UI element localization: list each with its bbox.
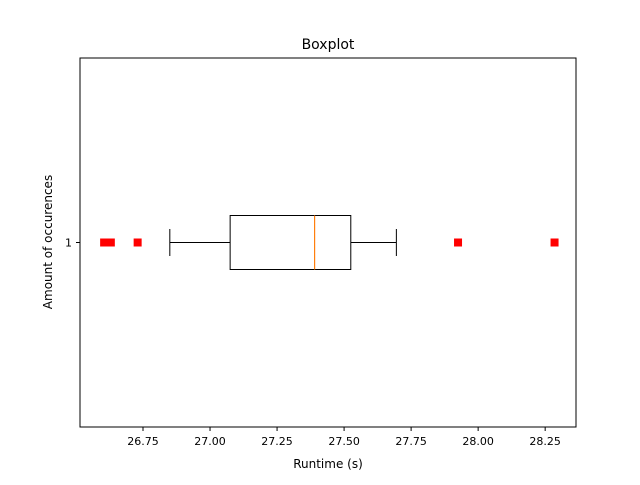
chart-title: Boxplot xyxy=(302,37,355,53)
x-tick-label: 28.00 xyxy=(462,435,494,448)
outlier-point xyxy=(550,238,559,247)
plot-frame xyxy=(79,57,577,428)
x-tick-label: 26.75 xyxy=(127,435,159,448)
x-tick-label: 28.25 xyxy=(529,435,561,448)
y-tick-label: 1 xyxy=(65,237,72,250)
x-axis-label: Runtime (s) xyxy=(293,457,363,471)
outlier-point xyxy=(133,238,142,247)
y-axis-label: Amount of occurences xyxy=(41,175,55,309)
x-tick-label: 27.75 xyxy=(395,435,427,448)
outlier-point xyxy=(102,238,111,247)
x-axis-ticks: 26.75 27.00 27.25 27.50 27.75 28.00 28.25 xyxy=(127,427,561,448)
outlier-point xyxy=(106,238,115,247)
box-group xyxy=(100,215,559,270)
x-tick-label: 27.50 xyxy=(328,435,360,448)
interquartile-box xyxy=(229,215,352,270)
outlier-point xyxy=(454,238,463,247)
plot-layer xyxy=(100,215,559,270)
x-tick-label: 27.25 xyxy=(261,435,293,448)
x-tick-label: 27.00 xyxy=(194,435,226,448)
y-axis-ticks: 1 xyxy=(65,237,80,250)
